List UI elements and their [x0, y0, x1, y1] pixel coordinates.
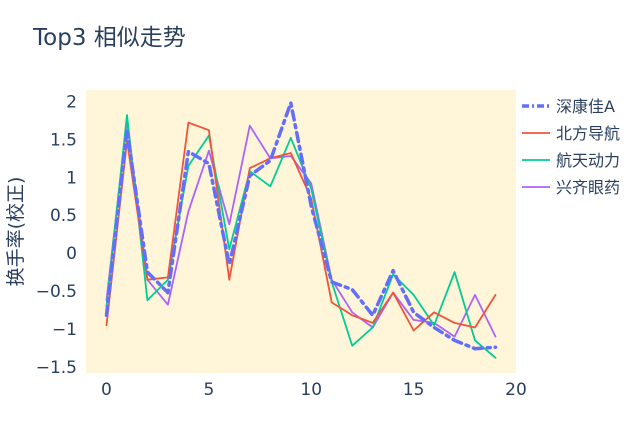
x-tick-label: 20 [505, 380, 527, 400]
series-line [105, 119, 497, 338]
legend-label: 兴齐眼药 [556, 178, 620, 197]
x-tick-label: 10 [300, 380, 322, 400]
legend-label: 深康佳A [556, 97, 615, 116]
series-line [104, 101, 498, 351]
legend-item[interactable]: 深康佳A [522, 97, 615, 116]
x-tick-label: 0 [101, 380, 112, 400]
plot-area [86, 90, 516, 373]
legend-item[interactable]: 航天动力 [522, 151, 620, 170]
legend-item[interactable]: 北方导航 [522, 124, 620, 143]
y-tick-label: 1.5 [50, 130, 77, 150]
x-tick-label: 15 [403, 380, 425, 400]
y-tick-label: 0.5 [50, 206, 77, 226]
y-tick-label: −0.5 [36, 282, 77, 302]
y-tick-label: 1 [66, 168, 77, 188]
y-tick-label: 2 [66, 92, 77, 112]
y-tick-label: 0 [66, 244, 77, 264]
x-tick-label: 5 [203, 380, 214, 400]
legend-item[interactable]: 兴齐眼药 [522, 178, 620, 197]
y-axis-ticks: −1.5 −1 −0.5 0 0.5 1 1.5 2 [36, 92, 77, 378]
y-tick-label: −1 [52, 320, 77, 340]
series-line [105, 121, 497, 332]
y-tick-label: −1.5 [36, 358, 77, 378]
legend-label: 北方导航 [556, 124, 620, 143]
legend-label: 航天动力 [556, 151, 620, 170]
y-axis-label: 换手率(校正) [5, 177, 27, 287]
series-lines [104, 101, 498, 359]
chart-title: Top3 相似走势 [33, 25, 186, 51]
x-axis-ticks: 0 5 10 15 20 [101, 380, 527, 400]
